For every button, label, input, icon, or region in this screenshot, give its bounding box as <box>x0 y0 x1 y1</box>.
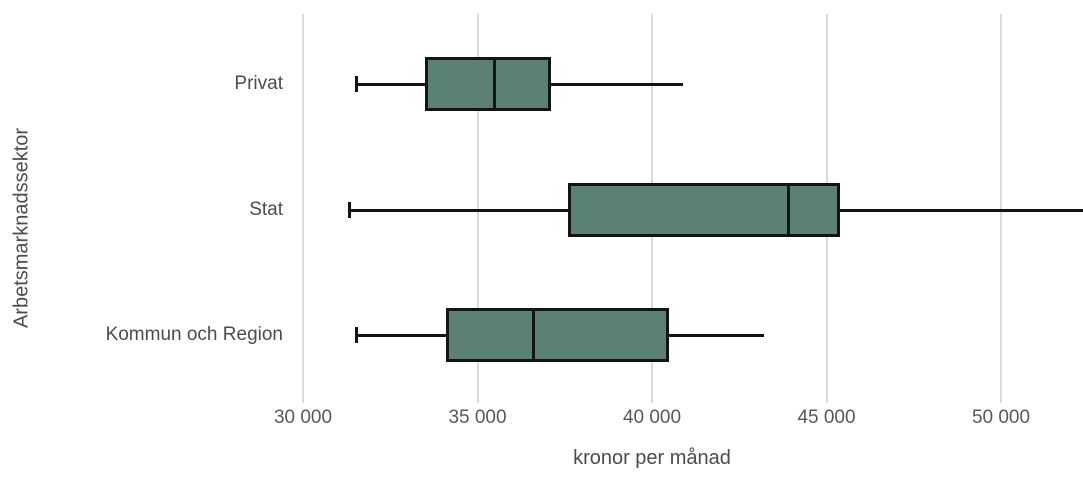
whisker-left <box>355 82 426 86</box>
median-line <box>786 183 790 237</box>
whisker-cap-min <box>355 327 359 343</box>
iqr-box <box>568 183 841 237</box>
iqr-box <box>446 308 670 362</box>
x-axis-title: kronor per månad <box>573 447 731 469</box>
category-label: Kommun och Region <box>105 324 283 345</box>
whisker-right <box>840 208 1083 212</box>
x-gridline <box>302 14 304 403</box>
x-tick-label: 30 000 <box>273 407 333 428</box>
x-tick-label: 50 000 <box>971 407 1031 428</box>
whisker-right <box>550 82 684 86</box>
category-label: Privat <box>234 73 283 94</box>
iqr-box <box>425 57 551 111</box>
median-line <box>531 308 535 362</box>
y-axis-title: Arbetsmarknadssektor <box>10 127 33 329</box>
whisker-left <box>348 208 569 212</box>
whisker-right <box>669 333 764 337</box>
whisker-cap-min <box>355 76 359 92</box>
x-tick-label: 35 000 <box>448 407 507 428</box>
whisker-cap-min <box>348 202 352 218</box>
x-tick-label: 45 000 <box>797 407 856 428</box>
category-label: Stat <box>249 199 283 220</box>
whisker-left <box>355 333 447 337</box>
x-tick-label: 40 000 <box>622 407 682 428</box>
median-line <box>493 57 497 111</box>
